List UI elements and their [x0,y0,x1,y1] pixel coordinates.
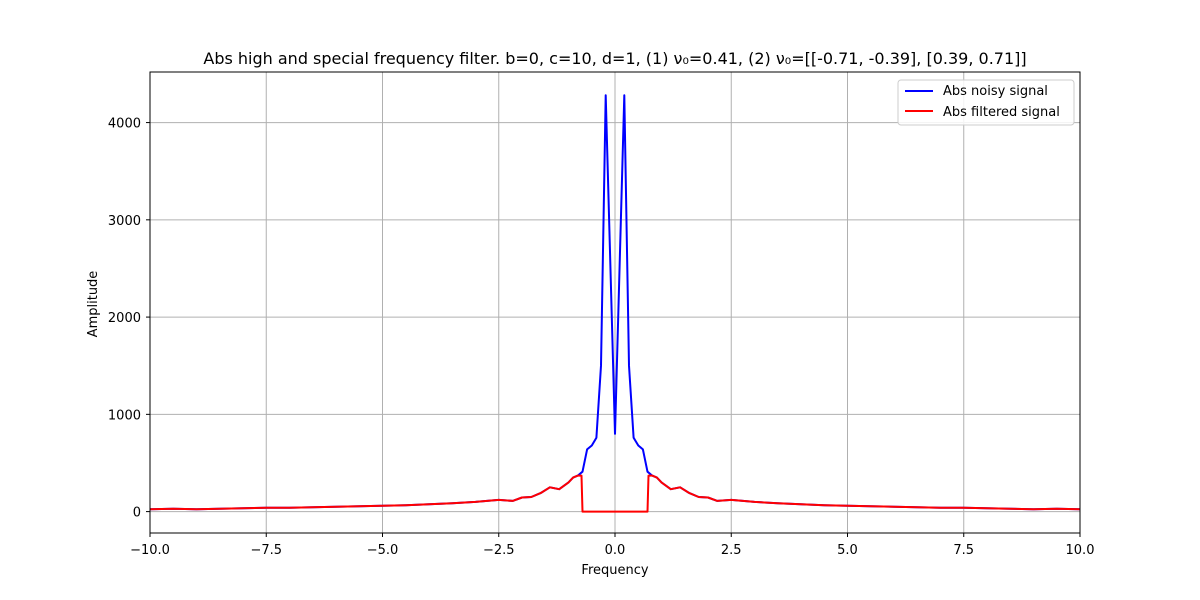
legend-label-noisy: Abs noisy signal [943,84,1048,99]
x-tick-label: 7.5 [953,543,974,558]
x-tick-label: 0.0 [605,543,626,558]
y-tick-label: 4000 [108,117,141,132]
y-tick-label: 0 [133,506,141,521]
grid [149,72,1081,533]
x-tick-label: −5.0 [367,543,399,558]
x-tick-label: 2.5 [721,543,742,558]
x-tick-label: −7.5 [250,543,282,558]
legend-label-filtered: Abs filtered signal [943,105,1060,120]
series-layer [149,94,1081,513]
y-tick-label: 2000 [108,311,141,326]
x-tick-label: −2.5 [483,543,515,558]
chart-title: Abs high and special frequency filter. b… [203,49,1026,68]
legend: Abs noisy signal Abs filtered signal [897,79,1075,126]
x-tick-label: −10.0 [130,543,170,558]
y-tick-label: 1000 [108,408,141,423]
x-tick-label: 5.0 [837,543,858,558]
axis-ticks: −10.0 −7.5 −5.0 −2.5 0.0 2.5 5.0 7.5 10.0 0 1000 20… [108,117,1095,558]
x-tick-label: 10.0 [1066,543,1095,558]
x-axis-label: Frequency [581,563,648,578]
y-axis-label: Amplitude [86,271,101,338]
y-tick-label: 3000 [108,214,141,229]
series-line-filtered-signal [149,474,1081,513]
legend-box [897,79,1075,126]
